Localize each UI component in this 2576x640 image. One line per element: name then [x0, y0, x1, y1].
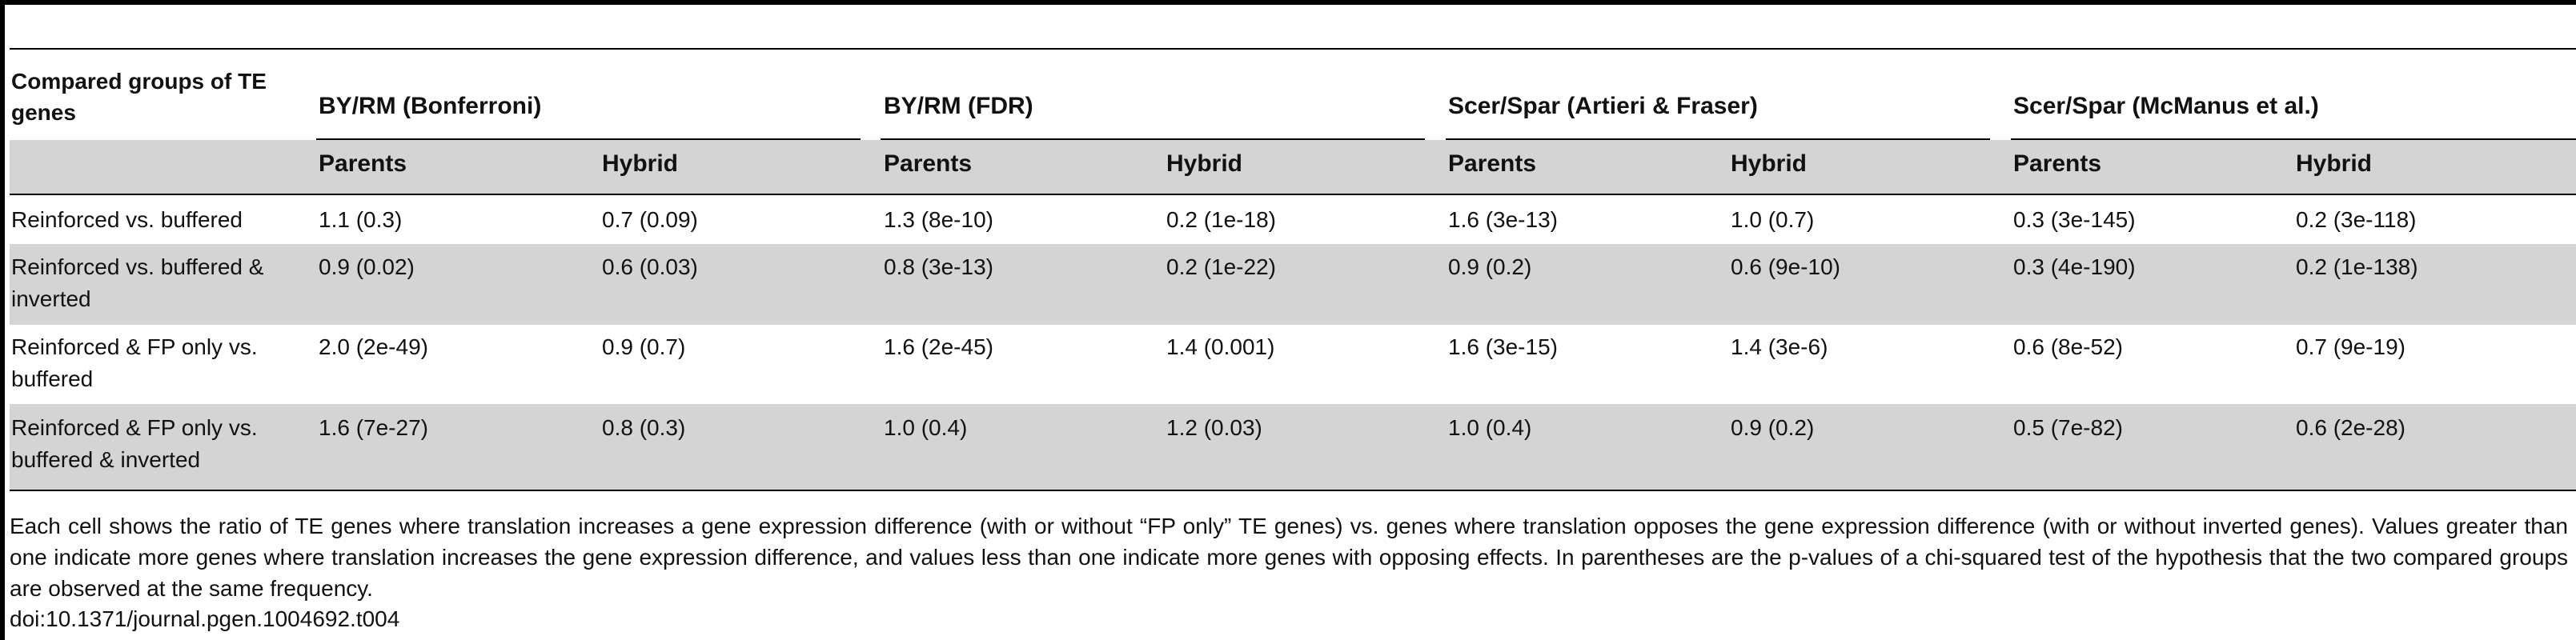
table-cell: 0.6 (2e-28): [2296, 415, 2405, 440]
group-header-4: Scer/Spar (McManus et al.): [2013, 93, 2319, 119]
left-border: [0, 0, 5, 640]
table-cell: 0.6 (0.03): [602, 254, 698, 279]
table-cell: 1.1 (0.3): [319, 207, 403, 232]
table-cell: 0.7 (9e-19): [2296, 334, 2405, 359]
subheader-hybrid: Hybrid: [602, 150, 679, 177]
table-bottom-rule: [10, 490, 2576, 491]
table-cell: 1.6 (7e-27): [319, 415, 428, 440]
table-cell: 0.7 (0.09): [602, 207, 698, 232]
top-rule: [5, 0, 2576, 5]
table-cell: 0.5 (7e-82): [2013, 415, 2123, 440]
group-rule-3: [1446, 138, 1990, 140]
subheader-parents: Parents: [2013, 150, 2102, 177]
table-cell: 1.0 (0.4): [884, 415, 968, 440]
subheader-parents: Parents: [1448, 150, 1537, 177]
table-cell: 2.0 (2e-49): [319, 334, 428, 359]
table-cell: 1.0 (0.7): [1731, 207, 1815, 232]
table-cell: 0.6 (9e-10): [1731, 254, 1840, 279]
subheader-hybrid: Hybrid: [1166, 150, 1243, 177]
row-label: Reinforced vs. buffered: [11, 207, 243, 232]
table-cell: 1.2 (0.03): [1166, 415, 1262, 440]
table-cell: 1.4 (0.001): [1166, 334, 1275, 359]
table-cell: 0.2 (1e-138): [2296, 254, 2418, 279]
group-rule-4: [2011, 138, 2576, 140]
group-header-2: BY/RM (FDR): [884, 93, 1033, 119]
group-header-3: Scer/Spar (Artieri & Fraser): [1448, 93, 1758, 119]
doi-link[interactable]: doi:10.1371/journal.pgen.1004692.t004: [10, 606, 400, 631]
table-cell: 0.2 (1e-18): [1166, 207, 1276, 232]
table-cell: 0.9 (0.02): [319, 254, 415, 279]
group-rule-1: [316, 138, 861, 140]
row-label: Reinforced & FP only vs. buffered & inve…: [11, 415, 258, 472]
subheader-hybrid: Hybrid: [2296, 150, 2373, 177]
table-cell: 0.6 (8e-52): [2013, 334, 2123, 359]
table-cell: 0.2 (1e-22): [1166, 254, 1276, 279]
table-cell: 1.3 (8e-10): [884, 207, 993, 232]
subheader-band: [10, 140, 2576, 194]
corner-header: Compared groups of TE genes: [11, 69, 267, 125]
table-cell: 0.8 (3e-13): [884, 254, 993, 279]
table-cell: 0.3 (3e-145): [2013, 207, 2136, 232]
table-cell: 0.9 (0.7): [602, 334, 686, 359]
table-cell: 1.6 (3e-13): [1448, 207, 1558, 232]
table-top-rule: [10, 48, 2576, 50]
table-cell: 0.2 (3e-118): [2296, 207, 2417, 232]
header-bottom-rule: [10, 194, 2576, 195]
table-cell: 0.9 (0.2): [1731, 415, 1815, 440]
table-cell: 0.9 (0.2): [1448, 254, 1532, 279]
subheader-hybrid: Hybrid: [1731, 150, 1808, 177]
table-cell: 1.6 (2e-45): [884, 334, 993, 359]
row-label: Reinforced vs. buffered & inverted: [11, 254, 264, 311]
table-caption: Each cell shows the ratio of TE genes wh…: [10, 514, 2568, 601]
row-band-4: [10, 404, 2576, 490]
group-rule-2: [881, 138, 1425, 140]
subheader-parents: Parents: [884, 150, 973, 177]
table-cell: 1.6 (3e-15): [1448, 334, 1558, 359]
row-label: Reinforced & FP only vs. buffered: [11, 334, 258, 391]
table-cell: 0.8 (0.3): [602, 415, 686, 440]
table-cell: 1.4 (3e-6): [1731, 334, 1828, 359]
row-band-2: [10, 244, 2576, 325]
group-header-1: BY/RM (Bonferroni): [319, 93, 542, 119]
table-cell: 1.0 (0.4): [1448, 415, 1532, 440]
table-cell: 0.3 (4e-190): [2013, 254, 2136, 279]
subheader-parents: Parents: [319, 150, 407, 177]
